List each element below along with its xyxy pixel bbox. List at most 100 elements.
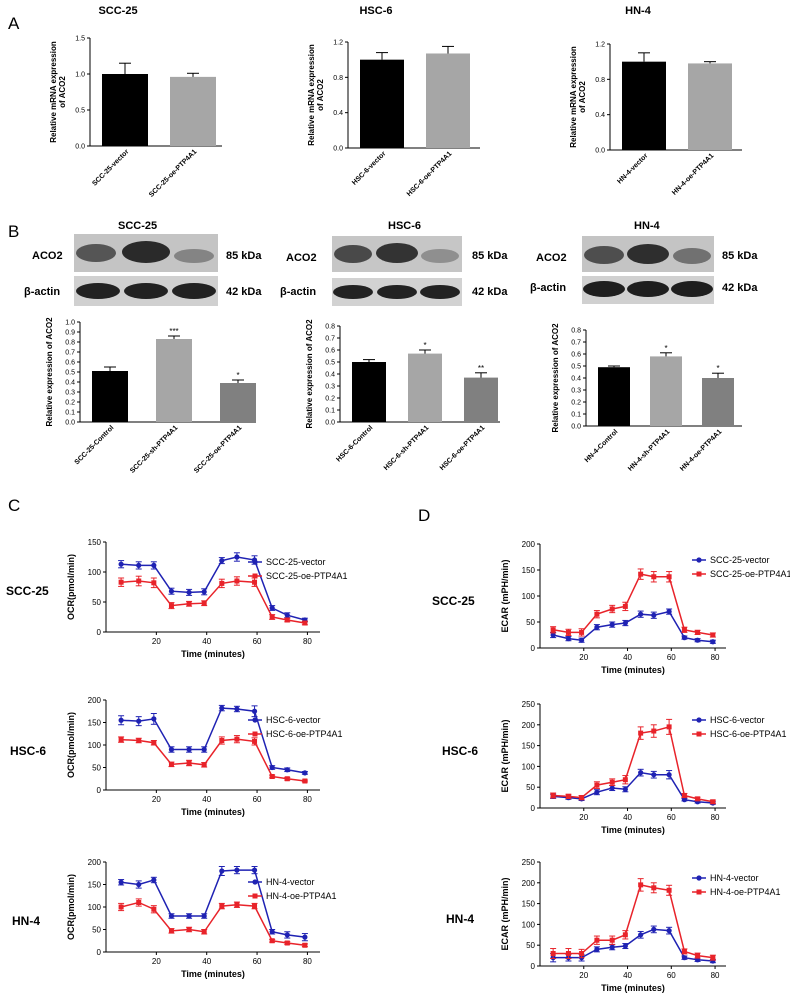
legend-entry: HSC-6-oe-PTP4A1 [266,729,343,739]
bar-HSC-6-oe-PTP4A1 [464,377,498,422]
series-line-HSC-6-oe-PTP4A1 [553,725,714,803]
data-point [681,948,687,954]
y-tick-label: 150 [88,719,102,728]
y-tick-label: 0.7 [65,350,75,357]
y-tick-label: 0 [531,962,536,971]
category-label: SCC-25-vector [91,148,130,187]
y-tick-label: 0.0 [325,420,335,427]
data-point [638,882,644,888]
data-point [269,764,275,771]
blot-title-scc25: SCC-25 [118,220,158,232]
x-tick-label: 60 [253,957,262,966]
data-point [666,772,672,778]
panel-label-c: C [8,496,21,515]
data-point [219,580,225,586]
y-tick-label: 50 [526,941,535,950]
category-label: HN-4-oe-PTP4A1 [671,152,715,196]
legend-marker [252,879,258,885]
data-point [302,942,308,948]
data-point [201,589,207,595]
data-point [118,879,124,885]
y-tick-label: 0.2 [571,400,581,407]
series-line-SCC-25-oe-PTP4A1 [121,580,306,624]
data-point [565,636,572,642]
chart-a-hsc6: HSC-6 0.0 0.4 0.8 1.2 Relative mRNA expressio… [307,5,480,198]
chart-title: SCC-25 [98,5,137,17]
y-tick-label: 50 [92,926,101,935]
legend-entry: SCC-25-oe-PTP4A1 [266,571,348,581]
y-tick-label: 0 [97,948,102,957]
data-point [168,761,174,767]
y-tick-label: 0.6 [325,348,335,355]
legend-marker [252,731,258,737]
significance-label: * [664,344,667,353]
data-point [234,867,240,873]
western-blot-hsc6 [332,236,462,306]
x-tick-label: 20 [579,653,588,662]
bar-HN-4-oe-PTP4A1 [702,378,734,426]
legend-entry: SCC-25-oe-PTP4A1 [710,569,790,579]
category-label: HSC-6-sh-PTP4A1 [383,424,431,472]
y-axis-label: ECAR (mPH/min) [500,719,510,792]
x-axis-label: Time (minutes) [181,969,245,979]
data-point [186,760,192,766]
data-point [622,932,628,938]
blot-band-aco2-hsc6: ACO2 [286,252,317,264]
data-point [710,955,716,961]
category-label: SCC-25-oe-PTP4A1 [193,424,243,474]
data-point [151,740,157,746]
data-point [252,738,258,744]
y-tick-label: 150 [522,900,536,909]
data-point [269,938,275,944]
x-tick-label: 80 [303,957,312,966]
x-tick-label: 60 [253,795,262,804]
data-point [651,612,657,618]
data-point [594,789,600,795]
chart-b-scc25: 0.0 0.1 0.2 0.3 0.4 0.5 0.6 0.7 0.8 0.9 1.0 Relativ… [45,317,256,475]
chart-title: HSC-6 [359,5,392,17]
data-point [252,903,258,909]
x-axis-label: Time (minutes) [181,807,245,817]
panel-label-a: A [8,14,20,33]
bar-SCC-25-sh-PTP4A1 [156,339,192,422]
legend-marker [696,557,702,563]
bar-HN-4-Control [598,367,630,426]
data-point [118,717,124,723]
x-tick-label: 80 [711,971,720,980]
x-tick-label: 60 [667,971,676,980]
data-point [151,716,157,722]
data-point [136,881,142,888]
data-point [666,887,672,893]
data-point [234,706,240,712]
chart-a-scc25: SCC-25 0.0 0.5 1.0 1.5 Relative mRNA expressi… [49,5,222,199]
blot-kda-42-scc25: 42 kDa [226,286,262,298]
y-tick-label: 0.5 [65,370,75,377]
y-axis-label: OCR(pmol/min) [66,554,76,620]
y-tick-label: 0.4 [595,112,605,119]
y-tick-label: 0.9 [65,330,75,337]
data-point [594,937,600,943]
data-point [565,951,571,957]
data-point [219,868,225,874]
legend-entry: HSC-6-vector [266,715,321,725]
legend-entry: HN-4-oe-PTP4A1 [710,887,781,897]
data-point [694,637,701,643]
y-axis-label: Relative expression of ACO2 [45,317,54,427]
data-point [681,627,687,633]
significance-label: * [236,371,239,380]
data-point [622,603,628,609]
y-tick-label: 50 [526,783,535,792]
blot-kda-85-hn4: 85 kDa [722,250,758,262]
y-tick-label: 0 [531,804,536,813]
y-tick-label: 0.8 [571,328,581,335]
y-axis-label: ECAR (mPH/min) [500,559,510,632]
data-point [201,600,207,606]
data-point [136,900,142,905]
y-tick-label: 0.1 [571,412,581,419]
x-axis-label: Time (minutes) [601,825,665,835]
row-label-d-scc25: SCC-25 [432,594,475,608]
series-line-SCC-25-oe-PTP4A1 [553,573,713,636]
legend-marker [696,571,702,577]
data-point [234,902,240,908]
y-tick-label: 0.0 [595,148,605,155]
